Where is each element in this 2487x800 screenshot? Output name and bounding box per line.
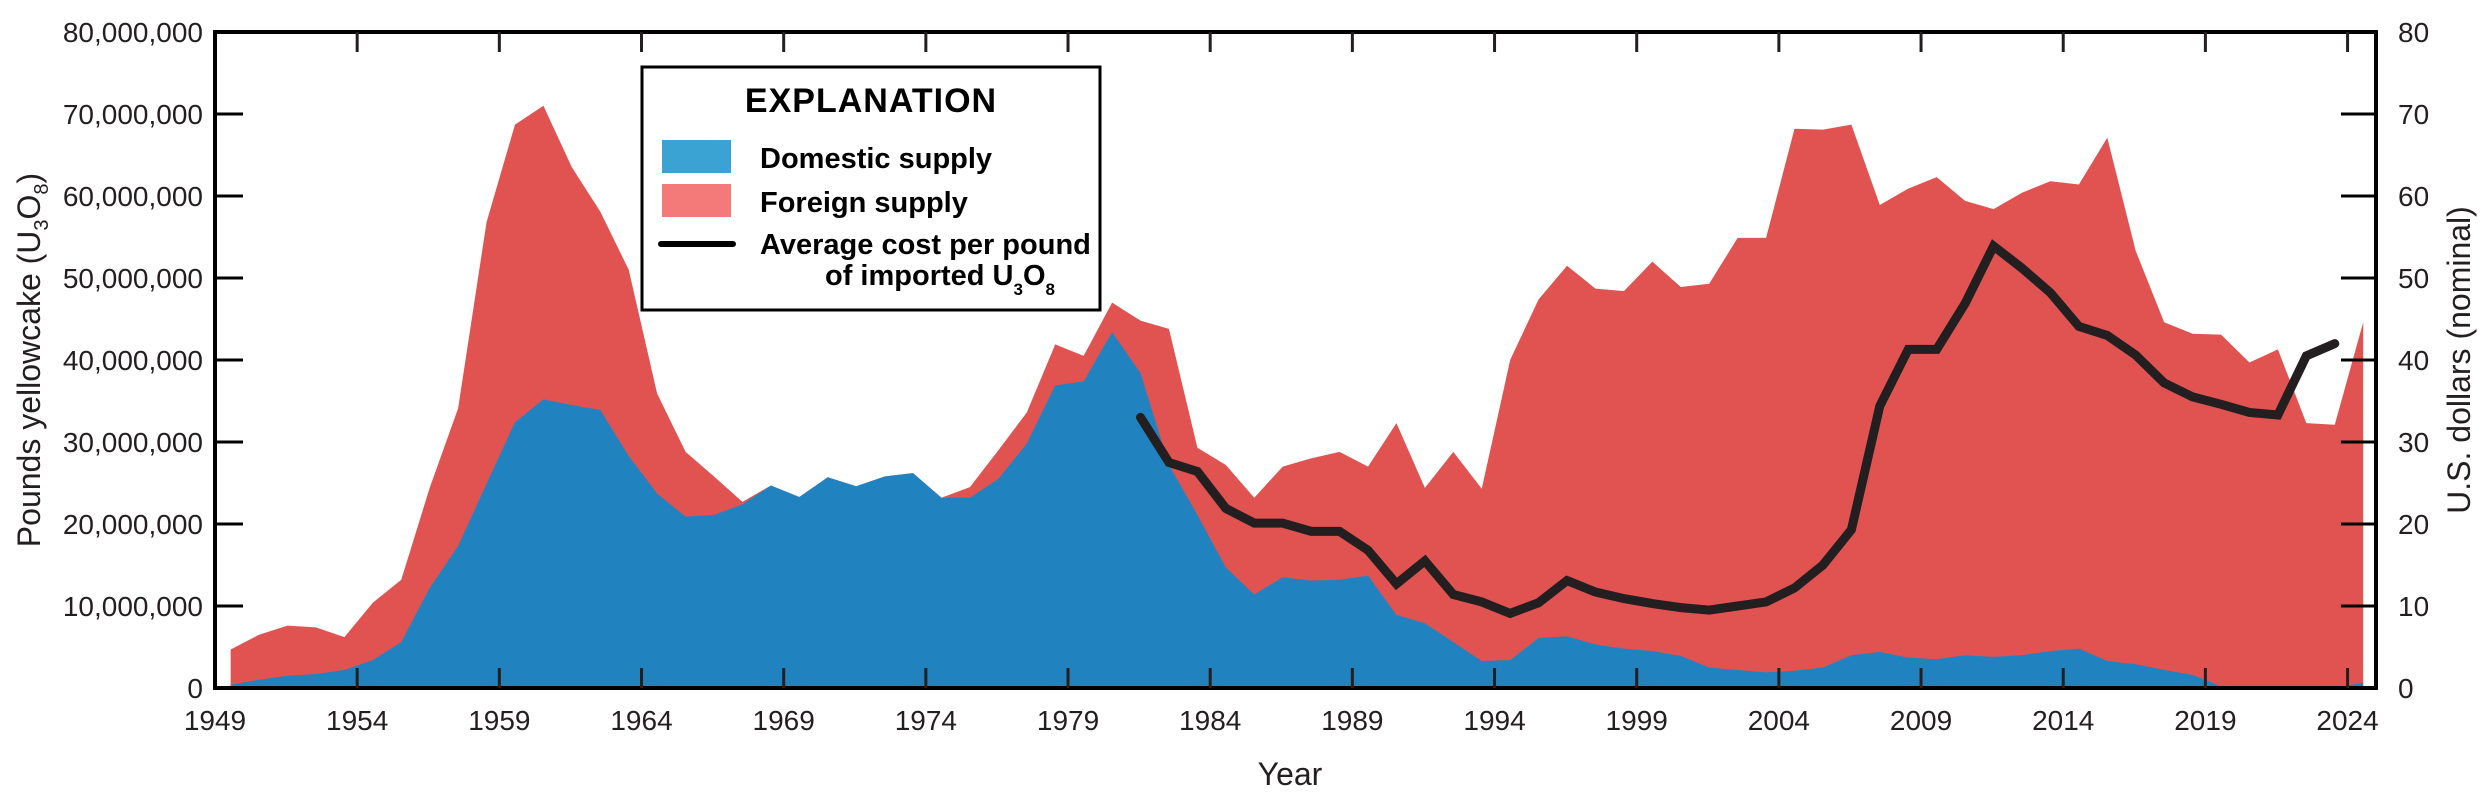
y2-tick-label: 0 [2398, 673, 2414, 704]
y-tick-label: 30,000,000 [63, 427, 203, 458]
y-tick-label: 10,000,000 [63, 591, 203, 622]
y-axis-title-end: ) [11, 173, 47, 184]
y-tick-label: 40,000,000 [63, 345, 203, 376]
legend-title: EXPLANATION [745, 82, 997, 120]
y2-tick-label: 70 [2398, 99, 2429, 130]
y-axis-title-sub1: 3 [31, 219, 53, 230]
y-tick-label: 80,000,000 [63, 17, 203, 48]
legend-label-domestic: Domestic supply [760, 143, 992, 175]
legend-label-foreign: Foreign supply [760, 187, 968, 219]
legend-label-price-sub1: 3 [1014, 280, 1023, 299]
x-tick-label: 1959 [468, 705, 530, 736]
x-tick-label: 1949 [184, 705, 246, 736]
x-axis-title: Year [1258, 756, 1323, 792]
x-tick-label: 1979 [1037, 705, 1099, 736]
x-tick-label: 2019 [2174, 705, 2236, 736]
ticks: 1949 1954 1959 1964 1969 1974 1979 1984 1989 1994… [63, 17, 2429, 736]
x-tick-label: 1999 [1606, 705, 1668, 736]
y2-axis-title: U.S. dollars (nominal) [2441, 206, 2477, 514]
x-tick-label: 1989 [1321, 705, 1383, 736]
y-axis-title-mid: O [11, 195, 47, 220]
legend-swatch-domestic [662, 140, 731, 173]
x-tick-label: 1974 [895, 705, 957, 736]
y2-tick-label: 50 [2398, 263, 2429, 294]
y-tick-label: 0 [187, 673, 203, 704]
y-tick-label: 50,000,000 [63, 263, 203, 294]
y2-tick-label: 30 [2398, 427, 2429, 458]
y-tick-label: 20,000,000 [63, 509, 203, 540]
y2-tick-label: 80 [2398, 17, 2429, 48]
legend: EXPLANATION Domestic supply Foreign supp… [640, 65, 1102, 312]
x-tick-label: 1984 [1179, 705, 1241, 736]
x-tick-label: 1969 [753, 705, 815, 736]
legend-label-price-line2-main: of imported U [825, 260, 1014, 292]
y2-tick-label: 60 [2398, 181, 2429, 212]
area-layer [230, 105, 2364, 689]
x-tick-label: 1964 [610, 705, 672, 736]
legend-label-price-line1: Average cost per pound [760, 229, 1091, 261]
y-tick-label: 60,000,000 [63, 181, 203, 212]
x-tick-label: 2009 [1890, 705, 1952, 736]
y-axis-title-main: Pounds yellowcake (U [11, 231, 47, 548]
legend-swatch-foreign [662, 184, 731, 217]
price-line [1136, 239, 2340, 619]
x-tick-label: 2014 [2032, 705, 2094, 736]
x-tick-label: 1954 [326, 705, 388, 736]
legend-label-price-line2: of imported U3O8 [825, 260, 1055, 299]
y-tick-label: 70,000,000 [63, 99, 203, 130]
x-tick-label: 2004 [1748, 705, 1810, 736]
legend-label-price-sub2: 8 [1046, 280, 1055, 299]
domestic-supply-area [230, 332, 2364, 688]
legend-label-price-mid: O [1023, 260, 1046, 292]
y-axis-title: Pounds yellowcake (U3O8) [11, 173, 53, 547]
x-tick-label: 2024 [2316, 705, 2378, 736]
y2-tick-label: 20 [2398, 509, 2429, 540]
y-axis-title-sub2: 8 [31, 183, 53, 194]
price-line-layer [1136, 239, 2340, 619]
y2-tick-label: 40 [2398, 345, 2429, 376]
y2-tick-label: 10 [2398, 591, 2429, 622]
x-tick-label: 1994 [1463, 705, 1525, 736]
